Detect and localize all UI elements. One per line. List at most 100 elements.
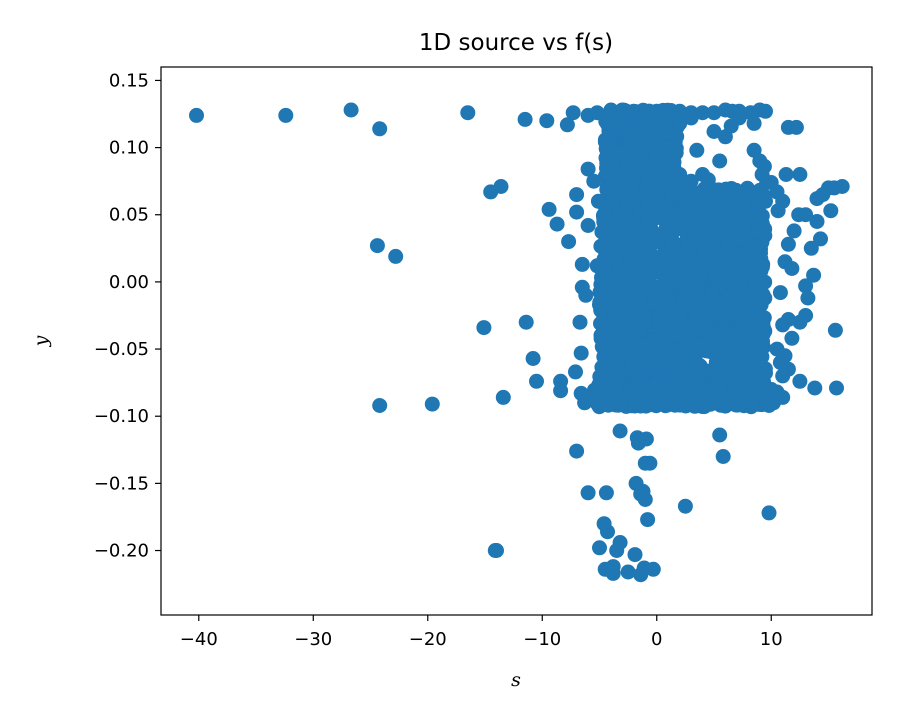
- scatter-point: [705, 339, 721, 354]
- scatter-point: [724, 227, 740, 242]
- y-axis-ticks: −0.20 −0.15 −0.10 −0.05 0.00 0.05 0.10 0.15: [94, 70, 161, 562]
- y-tick-label: −0.10: [94, 406, 149, 427]
- scatter-point: [672, 167, 688, 182]
- scatter-point: [735, 217, 751, 233]
- scatter-point: [632, 311, 648, 327]
- scatter-point: [715, 449, 731, 464]
- scatter-point: [603, 140, 619, 156]
- scatter-point: [605, 173, 621, 189]
- scatter-point: [761, 398, 777, 413]
- scatter-point: [539, 113, 555, 129]
- scatter-point: [716, 195, 732, 211]
- scatter-point: [672, 308, 688, 323]
- scatter-point: [626, 142, 642, 158]
- scatter-point: [618, 236, 634, 252]
- scatter-point: [604, 353, 620, 369]
- scatter-point: [612, 423, 628, 439]
- scatter-point: [792, 314, 808, 330]
- scatter-point: [577, 395, 593, 411]
- scatter-point: [654, 357, 670, 373]
- x-tick-label: 0: [651, 629, 662, 650]
- scatter-point: [594, 388, 610, 404]
- scatter-point: [706, 219, 722, 235]
- scatter-point: [792, 167, 808, 182]
- y-tick-label: −0.20: [94, 541, 149, 562]
- scatter-point: [648, 376, 664, 392]
- scatter-point: [640, 512, 656, 528]
- scatter-point: [372, 398, 388, 413]
- scatter-point: [343, 102, 359, 118]
- scatter-point: [580, 485, 596, 501]
- scatter-point: [619, 288, 634, 303]
- scatter-point: [754, 323, 770, 339]
- x-tick-label: −10: [523, 629, 561, 650]
- scatter-point: [586, 173, 602, 189]
- scatter-point: [827, 322, 843, 338]
- scatter-point: [823, 203, 839, 219]
- scatter-point: [495, 389, 511, 405]
- scatter-point: [709, 350, 725, 366]
- scatter-point: [605, 565, 621, 581]
- scatter-point: [603, 160, 619, 176]
- scatter-point: [748, 239, 764, 255]
- scatter-point: [746, 115, 762, 131]
- scatter-point: [369, 238, 385, 254]
- scatter-point: [792, 373, 808, 389]
- scatter-point: [623, 182, 639, 198]
- scatter-point: [460, 105, 476, 121]
- scatter-point: [574, 256, 590, 272]
- scatter-point: [652, 256, 668, 272]
- scatter-point: [681, 270, 697, 286]
- scatter-point: [664, 188, 680, 204]
- scatter-point: [711, 379, 727, 395]
- scatter-point: [596, 207, 612, 223]
- scatter-point: [754, 360, 770, 376]
- scatter-point: [649, 119, 665, 135]
- scatter-point: [589, 105, 605, 121]
- scatter-point: [424, 396, 440, 412]
- scatter-point: [647, 233, 663, 248]
- scatter-point: [525, 351, 541, 366]
- scatter-point: [637, 126, 653, 142]
- scatter-point: [666, 145, 682, 161]
- scatter-point: [788, 119, 804, 135]
- scatter-point: [614, 102, 630, 118]
- scatter-point: [609, 543, 625, 558]
- x-tick-label: −40: [180, 629, 218, 650]
- scatter-point: [706, 105, 722, 121]
- scatter-point: [658, 202, 674, 218]
- scatter-point: [669, 393, 685, 409]
- scatter-point: [622, 256, 637, 272]
- scatter-point: [704, 287, 720, 302]
- scatter-point: [712, 427, 728, 443]
- scatter-point: [618, 205, 634, 221]
- scatter-point: [553, 383, 569, 399]
- scatter-point: [753, 342, 769, 358]
- scatter-point: [620, 271, 636, 287]
- scatter-point: [700, 172, 716, 188]
- scatter-point: [689, 142, 705, 158]
- scatter-point: [742, 394, 758, 410]
- scatter-point: [724, 326, 740, 342]
- scatter-point: [616, 348, 631, 364]
- scatter-point: [731, 110, 747, 126]
- scatter-point: [690, 186, 706, 202]
- scatter-point: [683, 110, 699, 126]
- scatter-point: [678, 248, 694, 264]
- scatter-point: [607, 273, 623, 288]
- y-tick-label: 0.05: [109, 205, 149, 226]
- scatter-point: [476, 320, 492, 336]
- scatter-point: [614, 119, 630, 135]
- scatter-point: [561, 234, 577, 250]
- scatter-point: [778, 167, 794, 182]
- scatter-point: [489, 543, 504, 558]
- scatter-point: [649, 103, 665, 119]
- scatter-point: [657, 273, 673, 289]
- scatter-point: [637, 140, 653, 156]
- scatter-point: [568, 364, 583, 380]
- scatter-point: [620, 156, 636, 172]
- scatter-point: [681, 396, 697, 412]
- scatter-point: [572, 314, 588, 330]
- x-tick-label: −20: [409, 629, 447, 650]
- scatter-point: [749, 257, 765, 273]
